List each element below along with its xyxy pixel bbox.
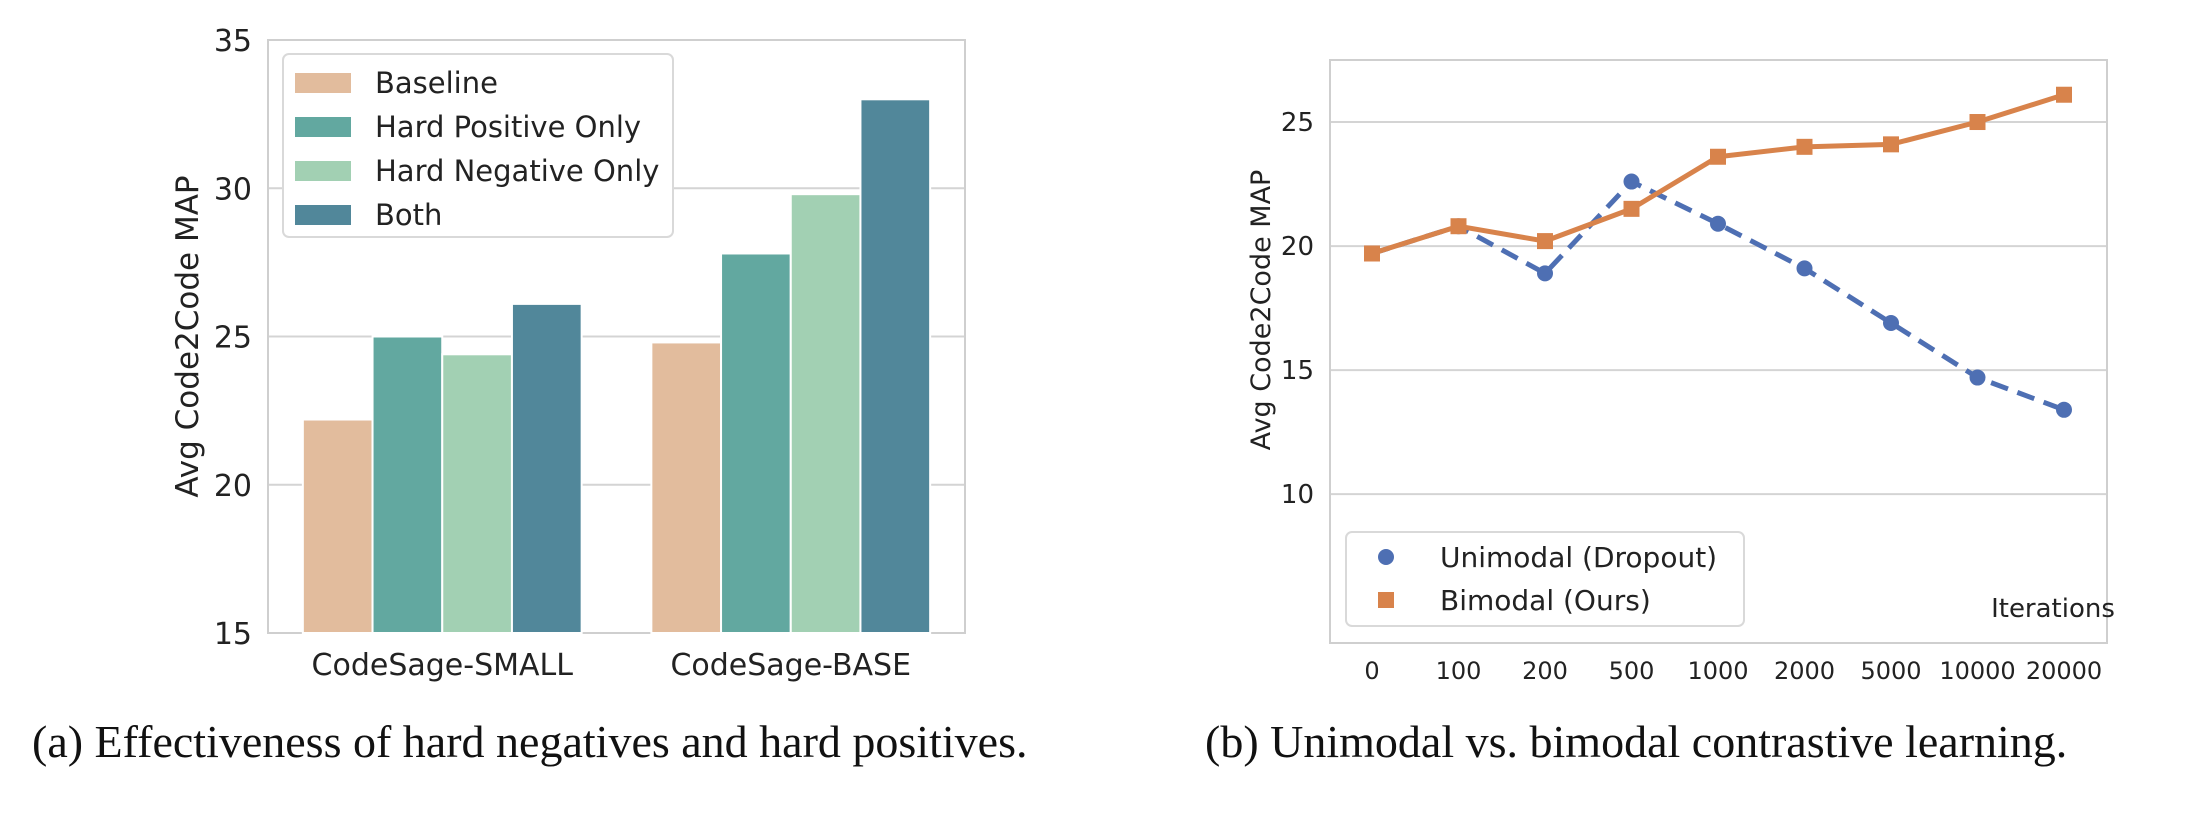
point-bimodal-ours — [1969, 114, 1986, 131]
x-tick-label: CodeSage-SMALL — [312, 648, 574, 683]
legend — [1345, 531, 1745, 627]
y-tick-label: 25 — [214, 321, 252, 356]
x-tick-label: 10000 — [1939, 657, 2015, 685]
bar-both — [510, 302, 583, 634]
y-tick-label: 20 — [1281, 232, 1314, 262]
x-tick-label: 0 — [1364, 657, 1379, 685]
point-bimodal-ours — [1796, 138, 1813, 155]
x-tick-label: 2000 — [1774, 657, 1835, 685]
point-bimodal-ours — [1537, 233, 1553, 250]
x-tick-label: 200 — [1522, 657, 1568, 685]
bar-hard-positive-only — [371, 335, 444, 634]
y-tick-label: 15 — [214, 617, 252, 652]
legend-swatch-both — [295, 205, 351, 225]
bar-baseline — [301, 418, 374, 634]
line-chart-unimodal-vs-bimodal: 10 15 20 25 0 100 200 500 1000 2000 5000 10000 20000… — [1246, 59, 2115, 685]
bar-both — [859, 98, 932, 635]
point-bimodal-ours — [1710, 148, 1726, 165]
caption-b: (b) Unimodal vs. bimodal contrastive lea… — [1205, 716, 2068, 767]
legend-label: Both — [375, 198, 442, 232]
legend-swatch-hard-positive-only — [295, 117, 351, 137]
point-unimodal-dropout — [1883, 314, 1899, 331]
x-axis-label: Iterations — [1991, 594, 2115, 624]
legend — [282, 53, 674, 238]
point-unimodal-dropout — [1969, 369, 1986, 386]
y-tick-label: 10 — [1281, 480, 1314, 510]
legend-marker-bimodal-ours — [1378, 592, 1394, 608]
point-bimodal-ours — [1364, 245, 1380, 262]
point-bimodal-ours — [2056, 86, 2072, 103]
point-bimodal-ours — [1623, 200, 1640, 217]
point-unimodal-dropout — [1710, 215, 1726, 232]
legend-swatch-hard-negative-only — [295, 161, 351, 181]
point-bimodal-ours — [1883, 136, 1899, 153]
point-unimodal-dropout — [1796, 260, 1813, 277]
bar-hard-negative-only — [441, 353, 513, 634]
legend-label: Baseline — [375, 66, 498, 100]
legend-marker-unimodal-dropout — [1378, 549, 1394, 565]
x-tick-label: 500 — [1609, 657, 1655, 685]
y-tick-label: 35 — [214, 24, 252, 59]
x-tick-label: CodeSage-BASE — [670, 648, 911, 683]
y-tick-label: 30 — [214, 172, 252, 207]
legend-swatch-baseline — [295, 73, 351, 93]
legend-label: Hard Positive Only — [375, 110, 641, 144]
bar-chart-hard-negatives: 15 20 25 30 35 CodeSage-SMALL CodeSage-BASE Avg… — [170, 24, 966, 683]
x-tick-label: 5000 — [1860, 657, 1921, 685]
plot-frame — [1329, 59, 2108, 644]
point-unimodal-dropout — [1623, 173, 1640, 190]
bar-hard-negative-only — [789, 193, 862, 634]
y-tick-label: 15 — [1281, 356, 1314, 386]
y-tick-label: 20 — [214, 469, 252, 504]
bar-hard-positive-only — [720, 252, 792, 634]
legend-label: Unimodal (Dropout) — [1440, 541, 1717, 574]
legend-label: Hard Negative Only — [375, 154, 659, 188]
line-unimodal-dropout — [1371, 179, 2065, 413]
point-bimodal-ours — [1450, 218, 1467, 235]
bar-baseline — [650, 341, 723, 634]
x-tick-label: 1000 — [1687, 657, 1748, 685]
x-tick-label: 20000 — [2026, 657, 2102, 685]
legend-label: Bimodal (Ours) — [1440, 584, 1651, 617]
caption-a: (a) Effectiveness of hard negatives and … — [32, 716, 1028, 767]
point-unimodal-dropout — [1537, 265, 1553, 282]
point-unimodal-dropout — [2056, 401, 2072, 418]
y-axis-label: Avg Code2Code MAP — [170, 175, 206, 497]
plot-frame — [267, 39, 966, 634]
y-axis-label: Avg Code2Code MAP — [1246, 170, 1277, 451]
y-tick-label: 25 — [1281, 108, 1314, 138]
x-tick-label: 100 — [1436, 657, 1482, 685]
